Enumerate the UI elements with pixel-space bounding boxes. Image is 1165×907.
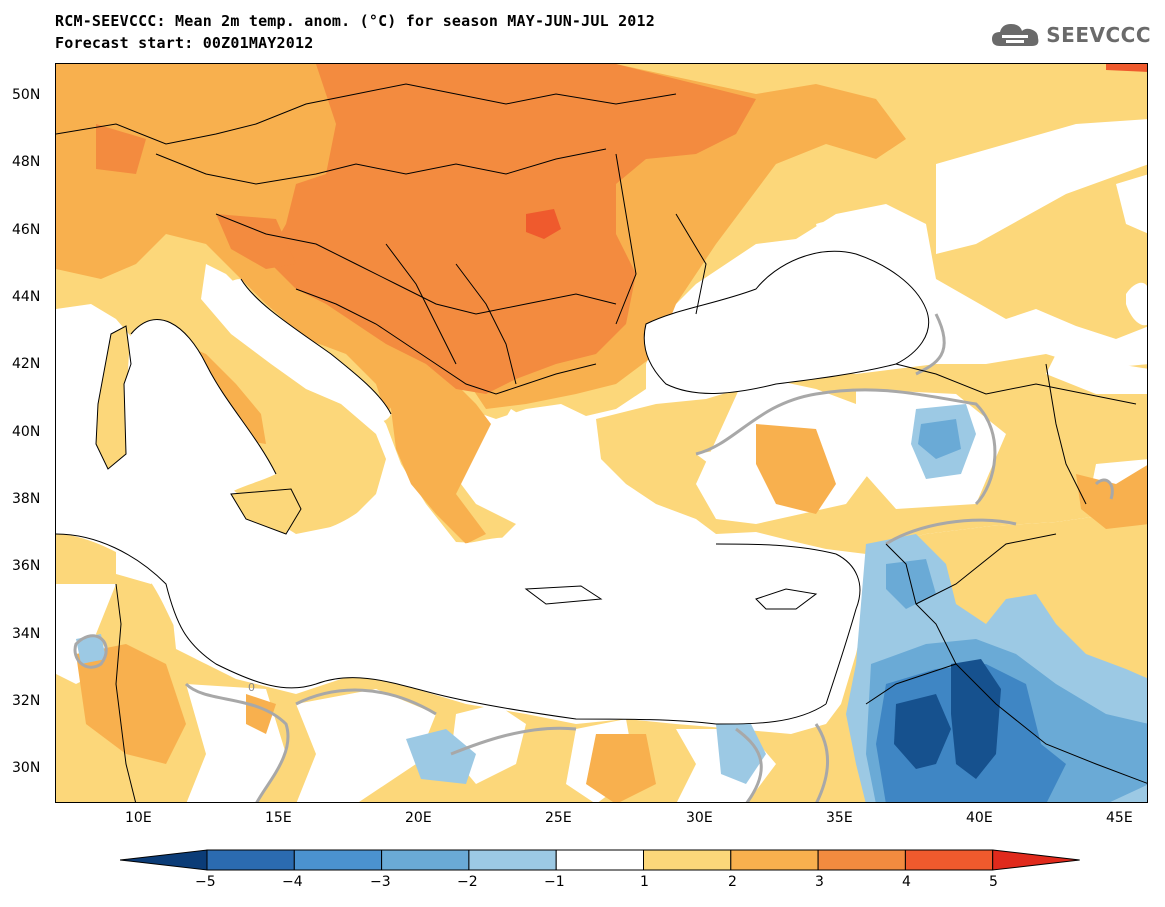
colorbar-segment [817, 849, 906, 871]
lat-label-30n: 30N [12, 760, 41, 776]
colorbar-segment [206, 849, 295, 871]
colorbar-arrow-low [120, 849, 208, 871]
colorbar-label-neg4: −4 [282, 874, 303, 890]
sicily [231, 489, 301, 534]
lat-label-46n: 46N [12, 222, 41, 238]
lon-label-20e: 20E [405, 810, 432, 826]
lat-label-42n: 42N [12, 356, 41, 372]
colorbar-segment [468, 849, 557, 871]
country-borders [56, 83, 1147, 802]
lon-label-15e: 15E [265, 810, 292, 826]
lon-label-25e: 25E [545, 810, 572, 826]
lat-label-34n: 34N [12, 626, 41, 642]
anomaly-4-5 [526, 64, 1147, 239]
adriatic-sea [223, 279, 391, 422]
lat-label-32n: 32N [12, 693, 41, 709]
black-sea [644, 251, 929, 394]
lat-label-48n: 48N [12, 154, 41, 170]
cloud-icon [992, 24, 1039, 46]
azov-sea [816, 220, 859, 248]
map-frame: 0 [55, 63, 1148, 803]
lon-label-30e: 30E [686, 810, 713, 826]
anomaly-neg-4-5 [894, 659, 1001, 779]
zero-contours [73, 313, 1114, 802]
logo-text: SEEVCCC [1046, 23, 1151, 47]
colorbar-arrow-high [992, 849, 1080, 871]
colorbar-label-2: 2 [728, 874, 737, 890]
lon-label-10e: 10E [125, 810, 152, 826]
colorbar-segment [904, 849, 994, 871]
lat-label-44n: 44N [12, 289, 41, 305]
zero-contour-label: 0 [248, 681, 255, 694]
colorbar [120, 849, 1080, 871]
chart-title: RCM-SEEVCCC: Mean 2m temp. anom. (°C) fo… [55, 12, 655, 30]
colorbar-segment [381, 849, 470, 871]
tyrrhenian-sea [127, 319, 276, 504]
coastlines [56, 250, 930, 725]
lon-label-40e: 40E [966, 810, 993, 826]
anomaly-3-4 [96, 64, 756, 394]
colorbar-label-3: 3 [815, 874, 824, 890]
mediterranean-sea [56, 474, 860, 724]
lon-label-45e: 45E [1106, 810, 1133, 826]
anomaly-map: 0 [56, 64, 1147, 802]
colorbar-segment [555, 849, 645, 871]
colorbar-segment [730, 849, 819, 871]
colorbar-segment [293, 849, 383, 871]
colorbar-label-neg5: −5 [195, 874, 216, 890]
lat-label-50n: 50N [12, 87, 41, 103]
colorbar-label-4: 4 [902, 874, 911, 890]
colorbar-segment [643, 849, 732, 871]
colorbar-label-neg2: −2 [457, 874, 478, 890]
caspian-sea [1126, 282, 1147, 326]
seevccc-logo: SEEVCCC [990, 20, 1151, 50]
colorbar-label-neg1: −1 [544, 874, 565, 890]
colorbar-label-5: 5 [989, 874, 998, 890]
lat-label-40n: 40N [12, 424, 41, 440]
forecast-start-label: Forecast start: 00Z01MAY2012 [55, 34, 314, 52]
lat-label-36n: 36N [12, 558, 41, 574]
lat-label-38n: 38N [12, 491, 41, 507]
sea-areas [56, 220, 1147, 724]
corsica-sardinia [96, 326, 131, 469]
colorbar-label-1: 1 [640, 874, 649, 890]
lon-label-35e: 35E [826, 810, 853, 826]
colorbar-label-neg3: −3 [370, 874, 391, 890]
aegean-sea [496, 409, 616, 539]
